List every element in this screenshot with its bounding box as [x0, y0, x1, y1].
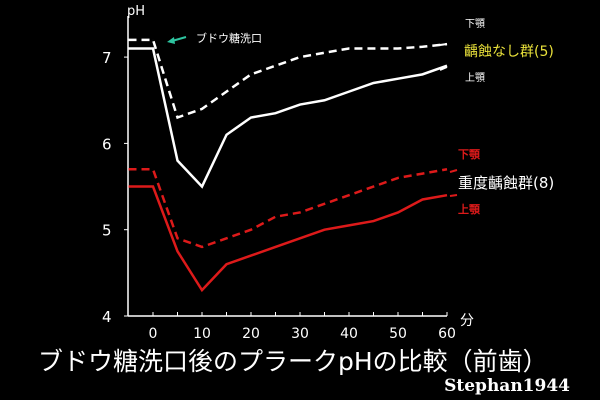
legend-group1-lower: 下顎 [465, 19, 485, 30]
x-tick-label: 0 [149, 326, 158, 342]
x-tick-label: 10 [193, 326, 211, 342]
legend-group2-lower: 下顎 [458, 148, 480, 161]
x-tick-label: 50 [389, 326, 407, 342]
legend-mark [449, 169, 458, 173]
series-line-0 [128, 38, 448, 120]
x-tick-label: 60 [438, 326, 456, 342]
series-line-1 [128, 47, 448, 189]
legend-mark [439, 43, 448, 46]
series-line-3 [128, 185, 448, 293]
legend-group2-name: 重度齲蝕群(8) [458, 174, 555, 192]
x-tick-label: 20 [242, 326, 260, 342]
y-tick-label: 6 [102, 135, 112, 153]
legend-group1-upper: 上顎 [465, 73, 485, 84]
y-tick-label: 7 [102, 49, 112, 67]
x-tick-label: 40 [340, 326, 358, 342]
legend-mark [449, 194, 458, 197]
y-axis-label: pH [127, 4, 146, 19]
annotation-glucose-rinse: ブドウ糖洗口 [196, 32, 262, 45]
series-line-2 [128, 168, 448, 249]
x-tick-label: 30 [291, 326, 309, 342]
y-tick-label: 4 [102, 308, 112, 326]
x-axis-unit: 分 [460, 313, 474, 329]
annotation-arrowhead-icon [167, 37, 175, 44]
legend-group1-name: 齲蝕なし群(5) [464, 44, 554, 60]
y-tick-label: 5 [102, 222, 112, 240]
legend-mark [439, 66, 448, 71]
credit: Stephan1944 [444, 376, 570, 396]
legend-group2-upper: 上顎 [458, 203, 480, 216]
chart-title: ブドウ糖洗口後のプラークpHの比較（前歯） [38, 347, 548, 376]
